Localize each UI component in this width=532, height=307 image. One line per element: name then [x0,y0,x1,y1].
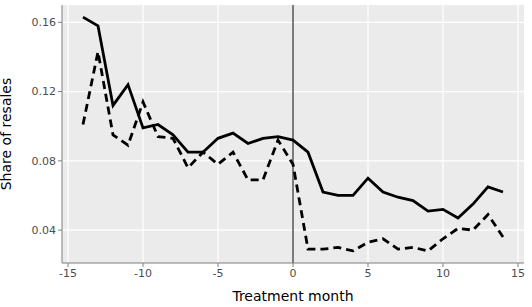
svg-text:10: 10 [436,267,450,280]
svg-text:-5: -5 [213,267,224,280]
svg-text:0.08: 0.08 [32,155,57,168]
svg-text:15: 15 [511,267,524,280]
svg-text:Share of resales: Share of resales [8,78,14,191]
svg-text:Treatment month: Treatment month [231,288,353,304]
svg-text:-15: -15 [59,267,77,280]
svg-text:0.04: 0.04 [32,224,57,237]
svg-text:0: 0 [290,267,297,280]
svg-text:-10: -10 [134,267,152,280]
svg-text:5: 5 [365,267,372,280]
svg-text:0.16: 0.16 [32,16,57,29]
svg-text:0.12: 0.12 [32,85,57,98]
